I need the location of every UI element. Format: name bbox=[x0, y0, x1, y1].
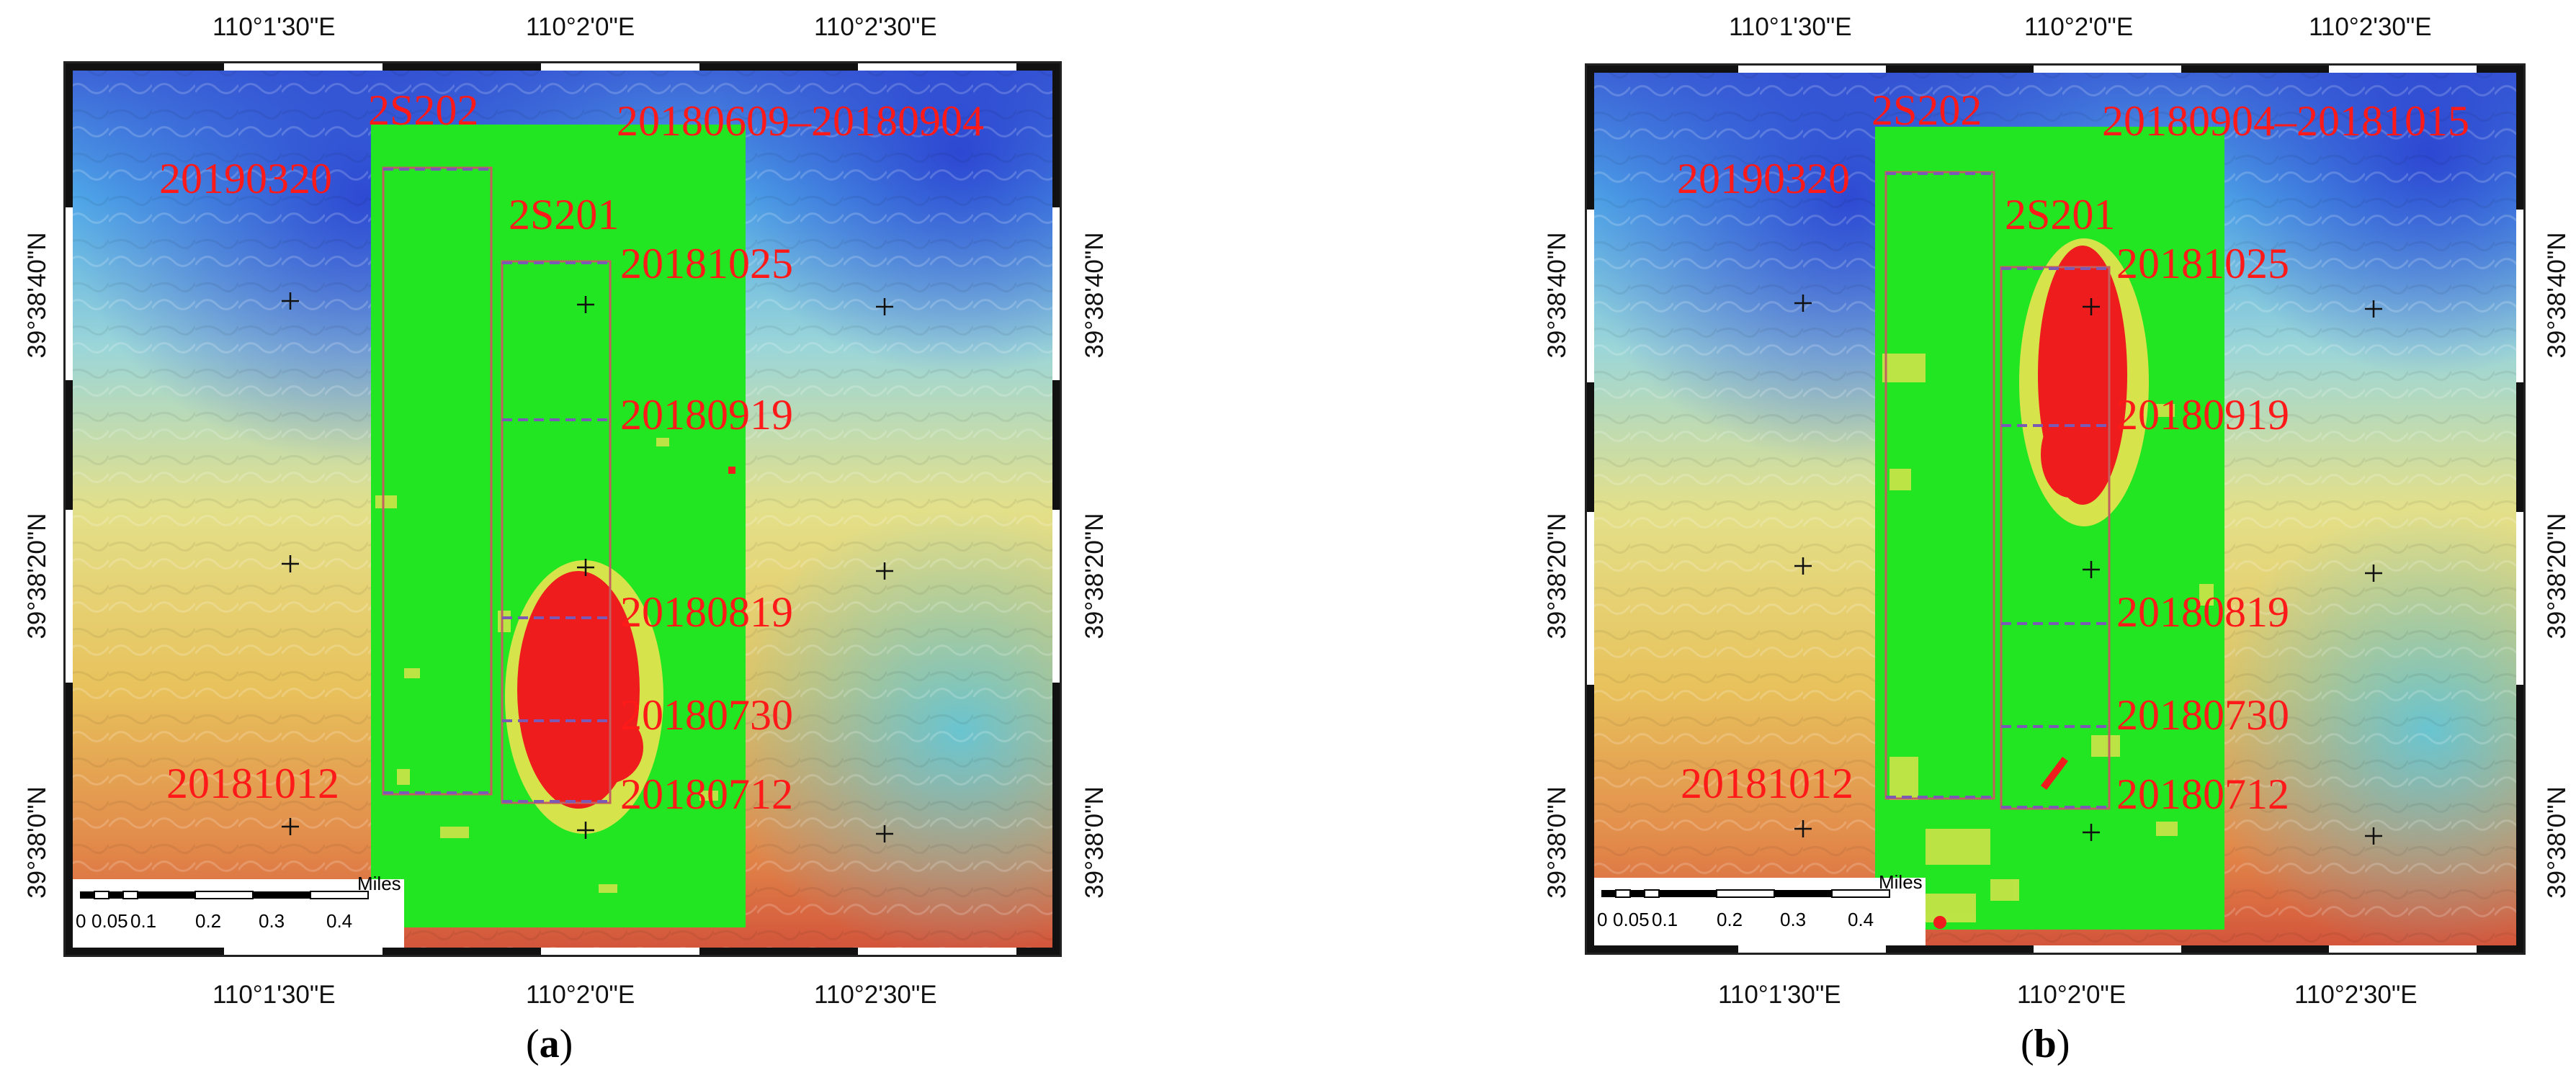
map-svg-a: 2S202 20180609–20180904 20190320 2S201 2… bbox=[66, 63, 1060, 955]
right-lat-label: 39°38'20"N bbox=[1081, 513, 1109, 639]
right-lat-label: 39°38'40"N bbox=[2543, 232, 2571, 359]
face-label-2s201: 2S201 bbox=[2005, 191, 2115, 238]
right-lat-label: 39°38'40"N bbox=[1081, 232, 1109, 359]
scale-tick: 0.4 bbox=[326, 910, 352, 932]
top-lon-label: 110°2'30"E bbox=[814, 13, 937, 41]
panel-caption-b: (b) bbox=[2021, 1022, 2070, 1066]
scale-tick: 0.4 bbox=[1848, 909, 1874, 930]
face-2s201-date: 20180730 bbox=[620, 691, 793, 739]
face-2s201-date: 20181025 bbox=[2116, 240, 2289, 287]
left-lat-label: 39°38'20"N bbox=[23, 513, 51, 639]
face-2s201-date: 20180819 bbox=[2116, 588, 2289, 636]
map-panel-b: 110°1'30"E 110°2'0"E 110°2'30"E 110°1'30… bbox=[1520, 0, 2576, 1088]
scale-bar: Miles 0 0.05 0.1 0.2 0.3 0.4 bbox=[73, 873, 404, 948]
scale-tick: 0.05 bbox=[1613, 909, 1650, 930]
right-lat-label: 39°38'20"N bbox=[2543, 513, 2571, 639]
face-2s202-bottom-date: 20181012 bbox=[166, 760, 339, 807]
scale-tick: 0.2 bbox=[195, 910, 221, 932]
bottom-lon-label: 110°2'0"E bbox=[526, 981, 635, 1009]
map-canvas-b: 2S202 20180904–20181015 20190320 2S201 2… bbox=[1585, 63, 2526, 955]
face-2s201-date: 20180712 bbox=[620, 770, 793, 818]
date-range-label: 20180904–20181015 bbox=[2102, 97, 2469, 145]
scale-tick: 0.1 bbox=[130, 910, 156, 932]
scale-tick: 0.3 bbox=[1780, 909, 1806, 930]
left-lat-label: 39°38'20"N bbox=[1543, 513, 1571, 639]
face-2s201-date: 20180819 bbox=[620, 588, 793, 636]
scale-unit: Miles bbox=[357, 873, 401, 894]
top-lon-label: 110°1'30"E bbox=[1729, 13, 1852, 41]
right-lat-label: 39°38'0"N bbox=[2543, 786, 2571, 899]
scale-tick: 0.05 bbox=[91, 910, 128, 932]
scale-unit: Miles bbox=[1879, 871, 1923, 893]
map-panel-a: 110°1'30"E 110°2'0"E 110°2'30"E 110°1'30… bbox=[0, 0, 1109, 1088]
left-lat-label: 39°38'40"N bbox=[1543, 232, 1571, 359]
top-lon-label: 110°1'30"E bbox=[213, 13, 336, 41]
map-svg-b: 2S202 20180904–20181015 20190320 2S201 2… bbox=[1587, 66, 2523, 953]
top-lon-label: 110°2'30"E bbox=[2309, 13, 2432, 41]
face-2s202-top-date: 20190320 bbox=[1677, 155, 1850, 202]
top-lon-label: 110°2'0"E bbox=[526, 13, 635, 41]
face-2s201-date: 20180712 bbox=[2116, 770, 2289, 818]
left-lat-label: 39°38'0"N bbox=[23, 786, 51, 899]
face-2s202-top-date: 20190320 bbox=[159, 155, 332, 202]
left-lat-label: 39°38'40"N bbox=[23, 232, 51, 359]
face-2s202-bottom-date: 20181012 bbox=[1681, 760, 1853, 807]
face-2s201-date: 20181025 bbox=[620, 240, 793, 287]
bottom-lon-label: 110°2'30"E bbox=[814, 981, 937, 1009]
scale-tick: 0.2 bbox=[1717, 909, 1743, 930]
bottom-lon-label: 110°1'30"E bbox=[213, 981, 336, 1009]
map-canvas-a: 2S202 20180609–20180904 20190320 2S201 2… bbox=[63, 61, 1062, 957]
face-2s201-date: 20180730 bbox=[2116, 691, 2289, 739]
face-2s201-date: 20180919 bbox=[620, 391, 793, 439]
right-lat-label: 39°38'0"N bbox=[1081, 786, 1109, 899]
left-lat-label: 39°38'0"N bbox=[1543, 786, 1571, 899]
scale-bar: Miles 0 0.05 0.1 0.2 0.3 0.4 bbox=[1594, 871, 1926, 945]
bottom-lon-label: 110°2'0"E bbox=[2017, 981, 2126, 1009]
date-range-label: 20180609–20180904 bbox=[617, 97, 984, 145]
face-2s201-date: 20180919 bbox=[2116, 391, 2289, 439]
panel-caption-a: (a) bbox=[526, 1022, 573, 1066]
face-label-2s201: 2S201 bbox=[509, 191, 619, 238]
scale-tick: 0.1 bbox=[1652, 909, 1678, 930]
scale-tick: 0 bbox=[1597, 909, 1607, 930]
top-lon-label: 110°2'0"E bbox=[2024, 13, 2134, 41]
scale-tick: 0.3 bbox=[259, 910, 285, 932]
scale-tick: 0 bbox=[76, 910, 86, 932]
face-label-2s202: 2S202 bbox=[368, 86, 478, 134]
bottom-lon-label: 110°2'30"E bbox=[2294, 981, 2418, 1009]
face-label-2s202: 2S202 bbox=[1871, 86, 1982, 134]
bottom-lon-label: 110°1'30"E bbox=[1718, 981, 1841, 1009]
